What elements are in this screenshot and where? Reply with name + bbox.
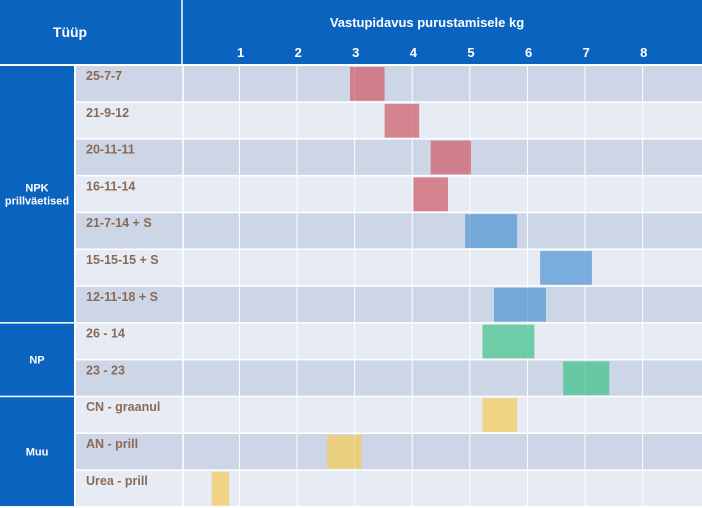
x-tick-label: 4: [410, 45, 418, 60]
x-tick-label: 7: [583, 45, 590, 60]
range-bar: [211, 471, 230, 506]
group-label: NPK: [25, 183, 48, 195]
x-tick-label: 2: [295, 45, 302, 60]
group-label: Muu: [26, 447, 49, 459]
range-bar: [465, 214, 518, 248]
row-band: [76, 139, 702, 175]
group-label: NP: [29, 355, 44, 367]
row-label: 21-7-14 + S: [86, 216, 152, 230]
row-labels: 25-7-7 21-9-12 20-11-11 16-11-14 21-7-14 + S…: [86, 69, 160, 488]
row-label: 23 - 23: [86, 363, 125, 377]
row-label: 15-15-15 + S: [86, 253, 159, 267]
row-label: 12-11-18 + S: [86, 290, 158, 304]
row-band: [76, 470, 702, 507]
header-background: [0, 0, 702, 64]
axis-title: Vastupidavus purustamisele kg: [330, 15, 524, 30]
group-cell: [0, 66, 74, 323]
row-label: Urea - prill: [86, 474, 148, 488]
row-label: CN - graanul: [86, 400, 160, 414]
range-bar: [327, 435, 362, 469]
x-tick-label: 1: [237, 45, 244, 60]
range-bar: [413, 177, 448, 212]
row-band: [76, 66, 702, 102]
row-band: [76, 176, 702, 212]
row-band: [76, 286, 702, 323]
row-label: AN - prill: [86, 437, 138, 451]
row-label: 16-11-14: [86, 179, 135, 193]
row-band: [76, 213, 702, 249]
group-cell: [0, 323, 74, 396]
range-bar: [350, 67, 385, 101]
range-bar: [482, 324, 535, 359]
row-band: [76, 397, 702, 433]
group-cell: [0, 397, 74, 507]
range-bar: [540, 251, 592, 285]
gridlines: [182, 66, 644, 508]
range-bars: [211, 67, 610, 506]
x-tick-label: 3: [352, 45, 359, 60]
row-band: [76, 250, 702, 286]
row-band: [76, 323, 702, 359]
row-label: 21-9-12: [86, 106, 129, 120]
type-column-header: Tüüp: [53, 24, 87, 40]
x-tick-label: 8: [640, 45, 647, 60]
row-label: 20-11-11: [86, 143, 135, 157]
x-tick-labels: 1 2 3 4 5 6 7 8: [237, 45, 647, 60]
group-label: prillväetised: [5, 196, 69, 208]
x-tick-label: 6: [525, 45, 532, 60]
range-bar: [384, 103, 420, 138]
row-bands: [76, 66, 702, 507]
range-bar: [494, 287, 546, 322]
range-bar: [482, 398, 518, 432]
row-label: 25-7-7: [86, 69, 122, 83]
x-tick-label: 5: [467, 45, 474, 60]
row-label: 26 - 14: [86, 327, 125, 341]
range-bar: [563, 361, 610, 396]
range-bar: [430, 140, 471, 175]
row-band: [76, 434, 702, 470]
